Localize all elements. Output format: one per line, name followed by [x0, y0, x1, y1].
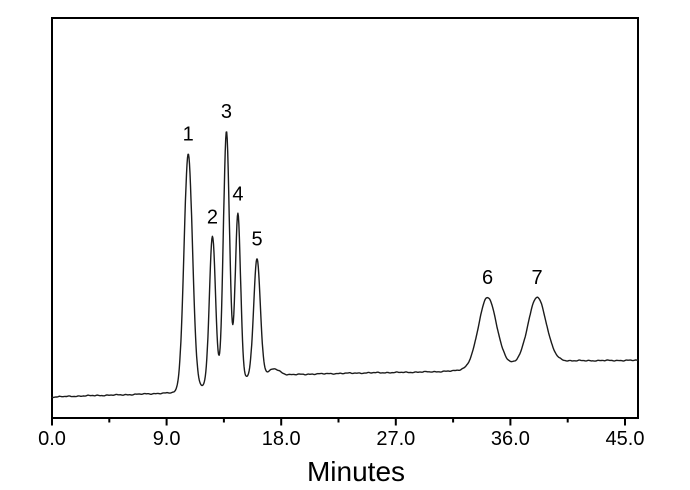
x-axis-ticks — [51, 418, 626, 426]
x-axis-title: Minutes — [307, 456, 405, 487]
peak-label-7: 7 — [532, 267, 543, 289]
x-tick-label-36.0: 36.0 — [491, 428, 530, 450]
x-tick-label-45.0: 45.0 — [606, 428, 645, 450]
x-tick-label-9.0: 9.0 — [153, 428, 181, 450]
peak-label-1: 1 — [183, 124, 194, 146]
peak-label-6: 6 — [482, 267, 493, 289]
plot-border — [51, 17, 639, 419]
x-axis-tick-labels: 0.0 9.0 18.0 27.0 36.0 45.0 — [38, 428, 644, 450]
x-tick-label-18.0: 18.0 — [262, 428, 301, 450]
x-tick-label-0.0: 0.0 — [38, 428, 66, 450]
x-tick-label-27.0: 27.0 — [376, 428, 415, 450]
peak-number-labels: 1 2 3 4 5 6 7 — [183, 101, 543, 289]
peak-label-2: 2 — [207, 206, 218, 228]
peak-label-4: 4 — [232, 183, 243, 205]
peak-label-3: 3 — [221, 101, 232, 123]
peak-label-5: 5 — [251, 229, 262, 251]
chromatogram-trace — [51, 131, 639, 399]
